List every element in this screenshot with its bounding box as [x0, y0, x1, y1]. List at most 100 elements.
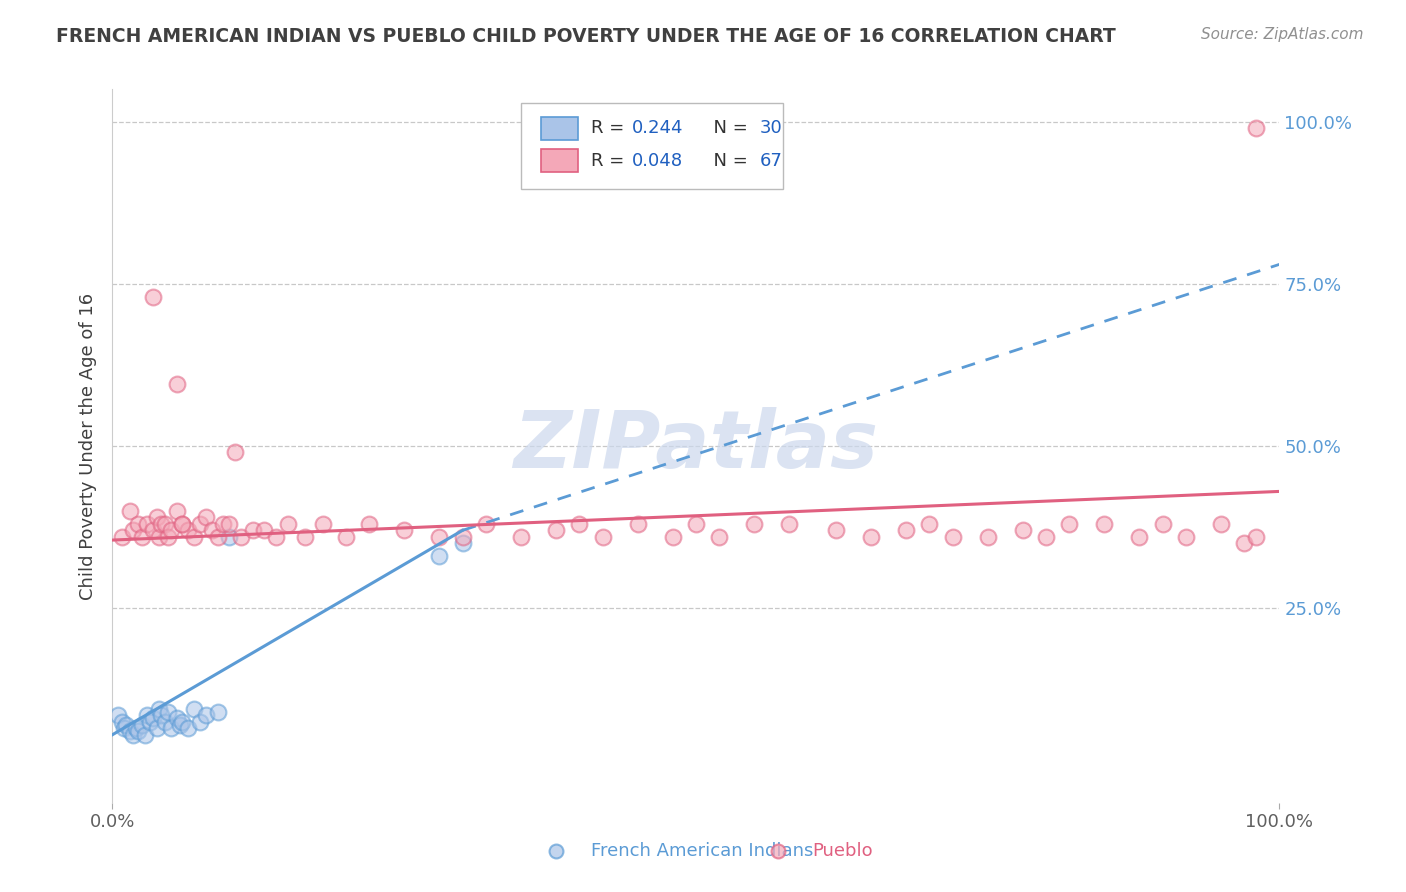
Point	[224, 445, 246, 459]
Point	[253, 524, 276, 538]
Point	[1244, 530, 1267, 544]
Point	[976, 530, 998, 544]
Text: 67: 67	[761, 152, 783, 169]
Point	[136, 708, 159, 723]
Point	[766, 807, 789, 822]
Point	[183, 530, 205, 544]
Point	[111, 530, 134, 544]
FancyBboxPatch shape	[520, 103, 783, 189]
Point	[177, 524, 200, 538]
Point	[276, 516, 298, 531]
Point	[172, 516, 194, 531]
Text: Source: ZipAtlas.com: Source: ZipAtlas.com	[1201, 27, 1364, 42]
Point	[194, 708, 217, 723]
Point	[1011, 524, 1033, 538]
Point	[146, 510, 169, 524]
Point	[1209, 516, 1232, 531]
Point	[894, 524, 917, 538]
Point	[451, 536, 474, 550]
Point	[544, 807, 567, 822]
Point	[150, 516, 173, 531]
Point	[142, 524, 165, 538]
Point	[394, 524, 416, 538]
Point	[709, 530, 731, 544]
Text: FRENCH AMERICAN INDIAN VS PUEBLO CHILD POVERTY UNDER THE AGE OF 16 CORRELATION C: FRENCH AMERICAN INDIAN VS PUEBLO CHILD P…	[56, 27, 1116, 45]
Point	[1152, 516, 1174, 531]
Point	[1175, 530, 1198, 544]
Point	[188, 714, 211, 729]
Point	[212, 516, 235, 531]
Point	[1035, 530, 1057, 544]
Point	[183, 702, 205, 716]
Point	[592, 530, 614, 544]
Point	[427, 530, 450, 544]
Point	[127, 724, 149, 739]
Point	[169, 718, 191, 732]
Point	[177, 721, 200, 735]
Point	[942, 530, 965, 544]
Point	[207, 530, 229, 544]
Point	[207, 705, 229, 719]
Point	[142, 711, 165, 725]
Point	[242, 524, 264, 538]
Point	[136, 516, 159, 531]
Point	[150, 708, 173, 723]
Point	[160, 524, 183, 538]
Point	[112, 721, 135, 735]
Point	[146, 721, 169, 735]
Point	[160, 721, 183, 735]
Point	[172, 714, 194, 729]
Text: N =: N =	[702, 120, 754, 137]
FancyBboxPatch shape	[541, 117, 578, 140]
Point	[860, 530, 883, 544]
Point	[115, 718, 138, 732]
Point	[825, 524, 848, 538]
Point	[125, 721, 148, 735]
Point	[1094, 516, 1116, 531]
Text: 30: 30	[761, 120, 783, 137]
Point	[122, 524, 145, 538]
Point	[111, 714, 134, 729]
Point	[131, 530, 153, 544]
Point	[1233, 536, 1256, 550]
Point	[107, 708, 129, 723]
Point	[134, 728, 156, 742]
Text: 0.244: 0.244	[631, 120, 683, 137]
Point	[335, 530, 357, 544]
Text: ZIPatlas: ZIPatlas	[513, 407, 879, 485]
Point	[744, 516, 766, 531]
Text: R =: R =	[591, 152, 630, 169]
Point	[194, 510, 217, 524]
Point	[685, 516, 707, 531]
Point	[166, 504, 188, 518]
Point	[188, 516, 211, 531]
FancyBboxPatch shape	[541, 149, 578, 172]
Point	[218, 516, 240, 531]
Point	[918, 516, 941, 531]
Point	[142, 290, 165, 304]
Point	[127, 516, 149, 531]
Point	[157, 705, 180, 719]
Point	[1128, 530, 1150, 544]
Point	[118, 504, 141, 518]
Point	[1244, 121, 1267, 136]
Point	[139, 714, 162, 729]
Point	[778, 516, 800, 531]
Point	[427, 549, 450, 564]
Point	[627, 516, 650, 531]
Point	[157, 530, 180, 544]
Point	[166, 711, 188, 725]
Point	[544, 524, 567, 538]
Text: N =: N =	[702, 152, 754, 169]
Y-axis label: Child Poverty Under the Age of 16: Child Poverty Under the Age of 16	[79, 293, 97, 599]
Point	[118, 724, 141, 739]
Text: 0.048: 0.048	[631, 152, 683, 169]
Point	[475, 516, 498, 531]
Point	[131, 718, 153, 732]
Point	[148, 530, 170, 544]
Point	[229, 530, 252, 544]
Point	[1059, 516, 1081, 531]
Point	[359, 516, 381, 531]
Point	[122, 728, 145, 742]
Point	[294, 530, 316, 544]
